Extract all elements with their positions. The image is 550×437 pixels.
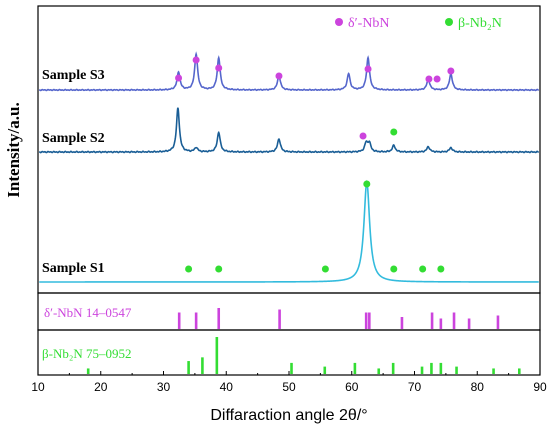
sample-label-s1: Sample S1 <box>42 261 105 276</box>
pattern-line-sample-s3 <box>38 51 539 92</box>
nbn-peak-marker <box>447 67 455 75</box>
reference-lines <box>86 308 521 374</box>
sample-label-s3: Sample S3 <box>42 68 105 83</box>
x-tick-label: 50 <box>282 380 296 394</box>
x-tick-label: 80 <box>471 380 485 394</box>
y-axis-title: Intensity/a.u. <box>4 102 23 197</box>
reference-label-nb2n: β-Nb₂N 75–0952 <box>42 346 132 361</box>
x-axis-title: Diffaraction angle 2θ/° <box>210 407 367 424</box>
x-tick-label: 10 <box>31 380 45 394</box>
nbn-peak-marker <box>192 56 200 64</box>
legend-marker-nb2n <box>445 18 453 26</box>
nb2n-peak-marker <box>390 128 398 136</box>
diffraction-patterns <box>38 51 539 283</box>
nb2n-peak-marker <box>321 265 329 273</box>
nbn-peak-marker <box>433 75 441 83</box>
x-tick-label: 40 <box>220 380 234 394</box>
nb2n-peak-marker <box>215 265 223 273</box>
main-panel-frame <box>37 5 541 294</box>
pattern-line-sample-s1 <box>39 179 539 283</box>
x-tick-label: 60 <box>345 380 359 394</box>
nbn-peak-marker <box>175 74 183 82</box>
nb2n-peak-marker <box>437 265 445 273</box>
nbn-peak-marker <box>425 75 433 83</box>
nb2n-peak-marker <box>185 265 193 273</box>
phase-markers <box>175 56 455 273</box>
pattern-line-sample-s2 <box>38 107 539 154</box>
nbn-peak-marker <box>364 65 372 73</box>
nbn-peak-marker <box>215 64 223 72</box>
x-tick-label: 70 <box>408 380 422 394</box>
x-tick-label: 30 <box>157 380 171 394</box>
nbn-peak-marker <box>275 72 283 80</box>
legend-label-nb2n: β-Nb₂N <box>458 16 502 31</box>
x-axis-ticks: 10 20 30 40 50 60 70 80 90 <box>31 371 547 394</box>
nb2n-peak-marker <box>390 265 398 273</box>
nbn-peak-marker <box>359 132 367 140</box>
legend: δ′-NbN β-Nb₂N <box>335 16 502 31</box>
x-tick-label: 90 <box>533 380 547 394</box>
nb2n-peak-marker <box>419 265 427 273</box>
reference-label-nbn: δ′-NbN 14–0547 <box>44 305 132 320</box>
legend-marker-nbn <box>335 18 343 26</box>
sample-label-s2: Sample S2 <box>42 131 105 146</box>
legend-label-nbn: δ′-NbN <box>348 16 390 31</box>
nb2n-peak-marker <box>363 180 371 188</box>
x-tick-label: 20 <box>94 380 108 394</box>
